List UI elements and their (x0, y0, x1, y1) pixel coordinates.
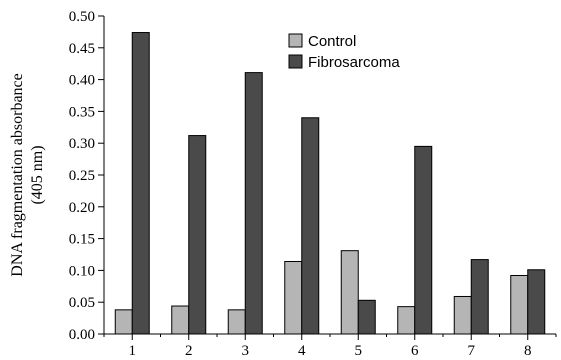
x-tick-label: 5 (355, 343, 363, 359)
bar-fibrosarcoma-6 (414, 145, 433, 335)
x-tick-label: 3 (242, 343, 250, 359)
bar-control-5 (340, 250, 359, 335)
bar-fibrosarcoma-7 (470, 259, 489, 335)
bar-control-8 (510, 274, 529, 335)
y-tick-label: 0.25 (69, 168, 95, 184)
bar-control-4 (284, 260, 303, 335)
bar-fibrosarcoma-8 (527, 269, 546, 335)
bar-fibrosarcoma-2 (188, 135, 207, 335)
legend-label-fibrosarcoma: Fibrosarcoma (308, 54, 400, 71)
y-tick-label: 0.50 (69, 9, 95, 25)
y-tick-label: 0.45 (69, 41, 95, 57)
y-tick-label: 0.05 (69, 295, 95, 311)
x-tick-label: 1 (129, 343, 137, 359)
bar-control-3 (227, 309, 246, 335)
legend: Control Fibrosarcoma (288, 33, 400, 71)
y-tick-label: 0.35 (69, 104, 95, 120)
y-tick-label: 0.30 (69, 136, 95, 152)
y-tick-label: 0.15 (69, 232, 95, 248)
bar-fibrosarcoma-1 (131, 32, 150, 335)
y-axis-ticks: 0.00 0.05 0.10 0.15 0.20 0.25 0.30 0.35 0.40 0.45… (69, 9, 104, 343)
bar-control-7 (453, 295, 472, 335)
y-tick-label: 0.00 (69, 327, 95, 343)
bar-control-2 (171, 305, 190, 335)
y-tick-label: 0.10 (69, 263, 95, 279)
bar-fibrosarcoma-5 (357, 299, 376, 335)
legend-swatch-control (288, 33, 303, 48)
y-tick-label: 0.20 (69, 200, 95, 216)
x-tick-label: 6 (411, 343, 419, 359)
x-tick-label: 4 (298, 343, 306, 359)
y-tick-label: 0.40 (69, 73, 95, 89)
bars (114, 32, 546, 335)
y-axis-title: DNA fragmentation absorbance (405 nm) (9, 73, 46, 276)
x-tick-label: 8 (524, 343, 532, 359)
y-axis-title-line-2: (405 nm) (29, 145, 46, 204)
bar-fibrosarcoma-3 (244, 72, 263, 335)
x-axis-ticks: 1 2 3 4 5 6 7 8 (103, 334, 557, 359)
legend-swatch-fibrosarcoma (288, 54, 303, 69)
x-tick-label: 2 (185, 343, 193, 359)
y-axis-title-line-1: DNA fragmentation absorbance (9, 73, 26, 276)
bar-control-1 (114, 309, 133, 335)
legend-label-control: Control (308, 33, 356, 50)
bar-fibrosarcoma-4 (301, 117, 320, 335)
x-tick-label: 7 (468, 343, 476, 359)
bar-control-6 (397, 306, 416, 335)
